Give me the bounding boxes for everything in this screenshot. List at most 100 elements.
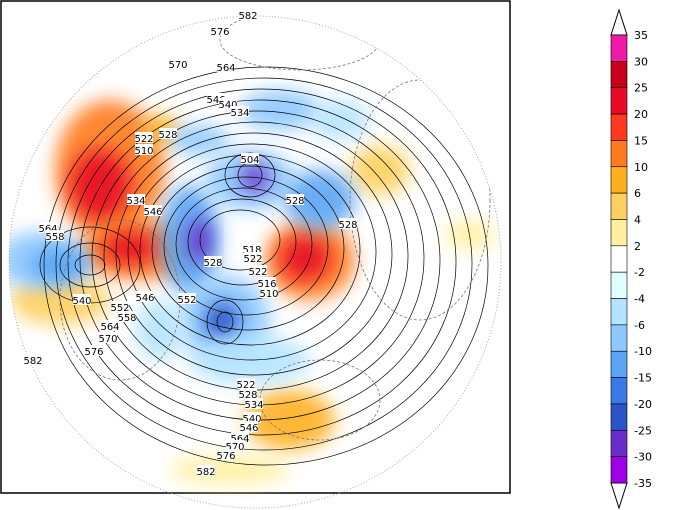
contour-label-bg: [239, 9, 257, 20]
colorbar-label: 6: [634, 187, 641, 200]
contour-label: 570: [168, 60, 187, 71]
contour-label: 552: [110, 303, 129, 314]
contour-label: 516: [257, 279, 276, 290]
colorbar-label: -10: [634, 345, 652, 358]
contour-label: 528: [238, 390, 257, 401]
colorbar-swatch: [610, 166, 628, 194]
contour-label-bg: [197, 465, 215, 476]
height-contour: [187, 198, 297, 286]
contour-label: 528: [338, 220, 357, 231]
colorbar-label: 20: [634, 108, 648, 121]
height-contour: [67, 88, 457, 436]
colorbar-swatch: [610, 245, 628, 273]
contour-label-bg: [136, 291, 154, 302]
colorbar-swatch: [610, 87, 628, 115]
contour-label-bg: [243, 243, 261, 254]
contour-label: 522: [243, 254, 262, 265]
colorbar-arrow: [610, 8, 628, 36]
contour-label: 558: [45, 232, 64, 243]
contour-label-bg: [127, 194, 145, 205]
colorbar-swatch: [610, 429, 628, 457]
colorbar-swatch: [610, 324, 628, 352]
colorbar-label: 10: [634, 161, 648, 174]
colorbar-label: -2: [634, 266, 645, 279]
height-contour: [163, 176, 329, 316]
contour-label: 570: [98, 334, 117, 345]
contour-label-bg: [260, 287, 278, 298]
anomaly-area: [241, 164, 269, 192]
contour-label: 576: [210, 27, 229, 38]
contour-label: 534: [126, 196, 145, 207]
colorbar-label: -30: [634, 451, 652, 464]
contour-label-bg: [217, 449, 235, 460]
contour-label: 522: [236, 380, 255, 391]
contour-label-bg: [240, 421, 258, 432]
contour-label-bg: [111, 301, 129, 312]
contour-label: 564: [38, 224, 57, 235]
contour-label-bg: [159, 128, 177, 139]
height-contour: [127, 143, 377, 361]
height-contour: [199, 209, 281, 271]
anomaly-area: [70, 150, 130, 220]
anomaly-area: [102, 232, 158, 264]
colorbar-label: 35: [634, 29, 648, 42]
contour-label-bg: [249, 265, 267, 276]
contour-label-bg: [135, 144, 153, 155]
contour-label-bg: [99, 332, 117, 343]
colorbar-label: -35: [634, 477, 652, 490]
colorbar-swatch: [610, 113, 628, 141]
contour-label: 528: [285, 196, 304, 207]
contour-label-bg: [24, 354, 42, 365]
colorbar-label: -25: [634, 424, 652, 437]
colorbar-swatch: [610, 34, 628, 62]
contour-label: 564: [216, 63, 235, 74]
height-contour: [55, 77, 473, 451]
contour-label-bg: [85, 345, 103, 356]
colorbar-swatch: [610, 298, 628, 326]
height-contour: [206, 299, 244, 345]
contour-label-bg: [178, 293, 196, 304]
height-contour: [59, 242, 121, 288]
contour-label: 582: [23, 356, 42, 367]
contour-label-bg: [244, 252, 262, 263]
contour-label: 546: [143, 207, 162, 218]
contour-label-bg: [241, 153, 259, 164]
colorbar-swatch: [610, 350, 628, 378]
contour-label-bg: [239, 388, 257, 399]
contour-label: 564: [230, 434, 249, 445]
coastline: [259, 359, 381, 441]
anomaly-area: [170, 455, 290, 485]
anomaly-area: [204, 302, 240, 342]
contour-label-bg: [73, 294, 91, 305]
colorbar-swatch: [610, 192, 628, 220]
colorbar: 35 30 25 20 15 10 6 4 2 -2 -4 -6 -10 -15 -20 -25 -30 -35: [610, 8, 652, 510]
anomaly-area: [135, 300, 185, 360]
anomaly-area: [170, 125, 230, 155]
colorbar-swatch: [610, 456, 628, 484]
contour-label-bg: [237, 378, 255, 389]
height-contour: [175, 187, 313, 301]
contour-label: 510: [134, 146, 153, 157]
contour-label-bg: [217, 61, 235, 72]
contour-label: 546: [239, 423, 258, 434]
contour-label: 558: [117, 313, 136, 324]
contour-label-bg: [226, 440, 244, 451]
contour-label: 528: [203, 258, 222, 269]
anomaly-area: [445, 220, 495, 250]
colorbar-label: -20: [634, 398, 652, 411]
contour-label-bg: [46, 230, 64, 241]
coastline: [349, 79, 491, 321]
contour-label-bg: [39, 222, 57, 233]
contour-label-bg: [286, 194, 304, 205]
contour-label: 564: [100, 322, 119, 333]
colorbar-arrow: [610, 482, 628, 510]
colorbar-label: 15: [634, 134, 648, 147]
contour-label: 546: [135, 293, 154, 304]
contour-label: 504: [240, 155, 259, 166]
contour-label: 518: [242, 245, 261, 256]
height-contour: [43, 66, 489, 466]
colorbar-swatch: [610, 61, 628, 89]
contour-label-bg: [135, 132, 153, 143]
